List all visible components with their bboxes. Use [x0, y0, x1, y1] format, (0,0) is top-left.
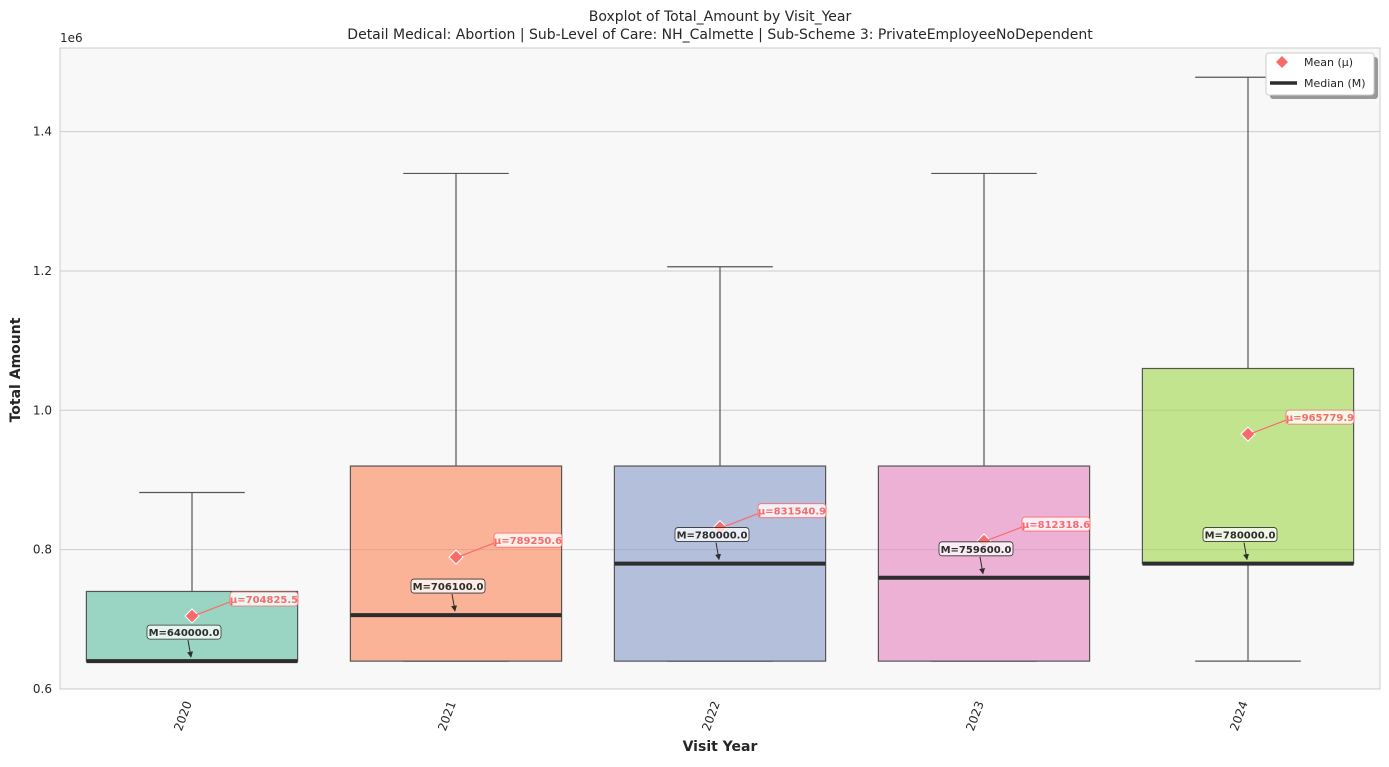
mean-annotation-box	[493, 532, 563, 548]
mean-annotation-box	[1285, 409, 1355, 425]
chart-title: Boxplot of Total_Amount by Visit_Year	[589, 9, 852, 25]
median-annotation-label: M=640000.0	[149, 628, 220, 639]
median-annotation-box	[938, 541, 1014, 557]
median-annotation-arrow	[979, 556, 986, 575]
y-tick-label: 0.6	[33, 682, 52, 696]
x-axis-label: Visit Year	[683, 739, 758, 755]
mean-annotation-label: μ=965779.9	[1286, 413, 1354, 424]
mean-annotation-label: μ=789250.6	[494, 536, 562, 547]
mean-annotation-leader	[195, 601, 231, 616]
mean-annotation-label: μ=704825.5	[230, 595, 298, 606]
mean-annotation-box	[229, 591, 299, 607]
legend-median-label: Median (M)	[1304, 77, 1366, 90]
box-2023	[877, 465, 1091, 662]
mean-annotation-leader	[459, 542, 495, 557]
chart-subtitle: Detail Medical: Abortion | Sub-Level of …	[347, 27, 1093, 43]
mean-marker-2020	[184, 608, 200, 624]
y-axis-label: Total Amount	[8, 317, 24, 422]
mean-annotation-leader	[1251, 419, 1287, 434]
mean-marker-2024	[1240, 426, 1256, 442]
mean-annotation-label: μ=831540.9	[758, 507, 826, 518]
y-tick-label: 0.8	[33, 543, 52, 557]
annotation-layer: μ=704825.5 M=640000.0 μ=789250.6 M=706100.0…	[146, 409, 1355, 658]
median-annotation-label: M=780000.0	[677, 531, 748, 542]
median-annotation-box	[146, 624, 222, 640]
median-annotation-box	[1202, 527, 1278, 542]
median-annotation-box	[410, 578, 486, 594]
mean-annotation-label: μ=812318.6	[1022, 520, 1090, 531]
median-annotation-arrow	[187, 640, 194, 658]
y-tick-label: 1.0	[33, 403, 52, 417]
y-tick-label: 1.4	[33, 125, 52, 139]
x-tick-label: 2022	[699, 699, 723, 732]
median-annotation-arrow	[715, 542, 722, 561]
legend-mean-label: Mean (μ)	[1304, 56, 1353, 69]
median-annotation-arrow	[451, 593, 458, 612]
median-annotation-arrow	[1243, 542, 1250, 561]
median-annotation-box	[674, 527, 750, 542]
mean-annotation-leader	[723, 513, 759, 528]
x-tick-label: 2024	[1227, 699, 1251, 732]
median-annotation-label: M=759600.0	[941, 545, 1012, 556]
x-tick-label: 2020	[171, 699, 195, 732]
legend: Mean (μ) Median (M)	[1265, 52, 1378, 99]
x-tick-label: 2023	[963, 699, 987, 732]
y-tick-label: 1.2	[33, 264, 52, 278]
mean-annotation-box	[1021, 516, 1091, 532]
y-offset-label: 1e6	[60, 31, 83, 45]
median-annotation-label: M=706100.0	[413, 582, 484, 593]
mean-annotation-leader	[987, 526, 1023, 541]
mean-annotation-box	[757, 503, 827, 519]
mean-marker-2021	[448, 549, 464, 565]
legend-mean-marker	[1276, 56, 1288, 68]
x-tick-label: 2021	[435, 699, 459, 732]
median-annotation-label: M=780000.0	[1205, 531, 1276, 542]
